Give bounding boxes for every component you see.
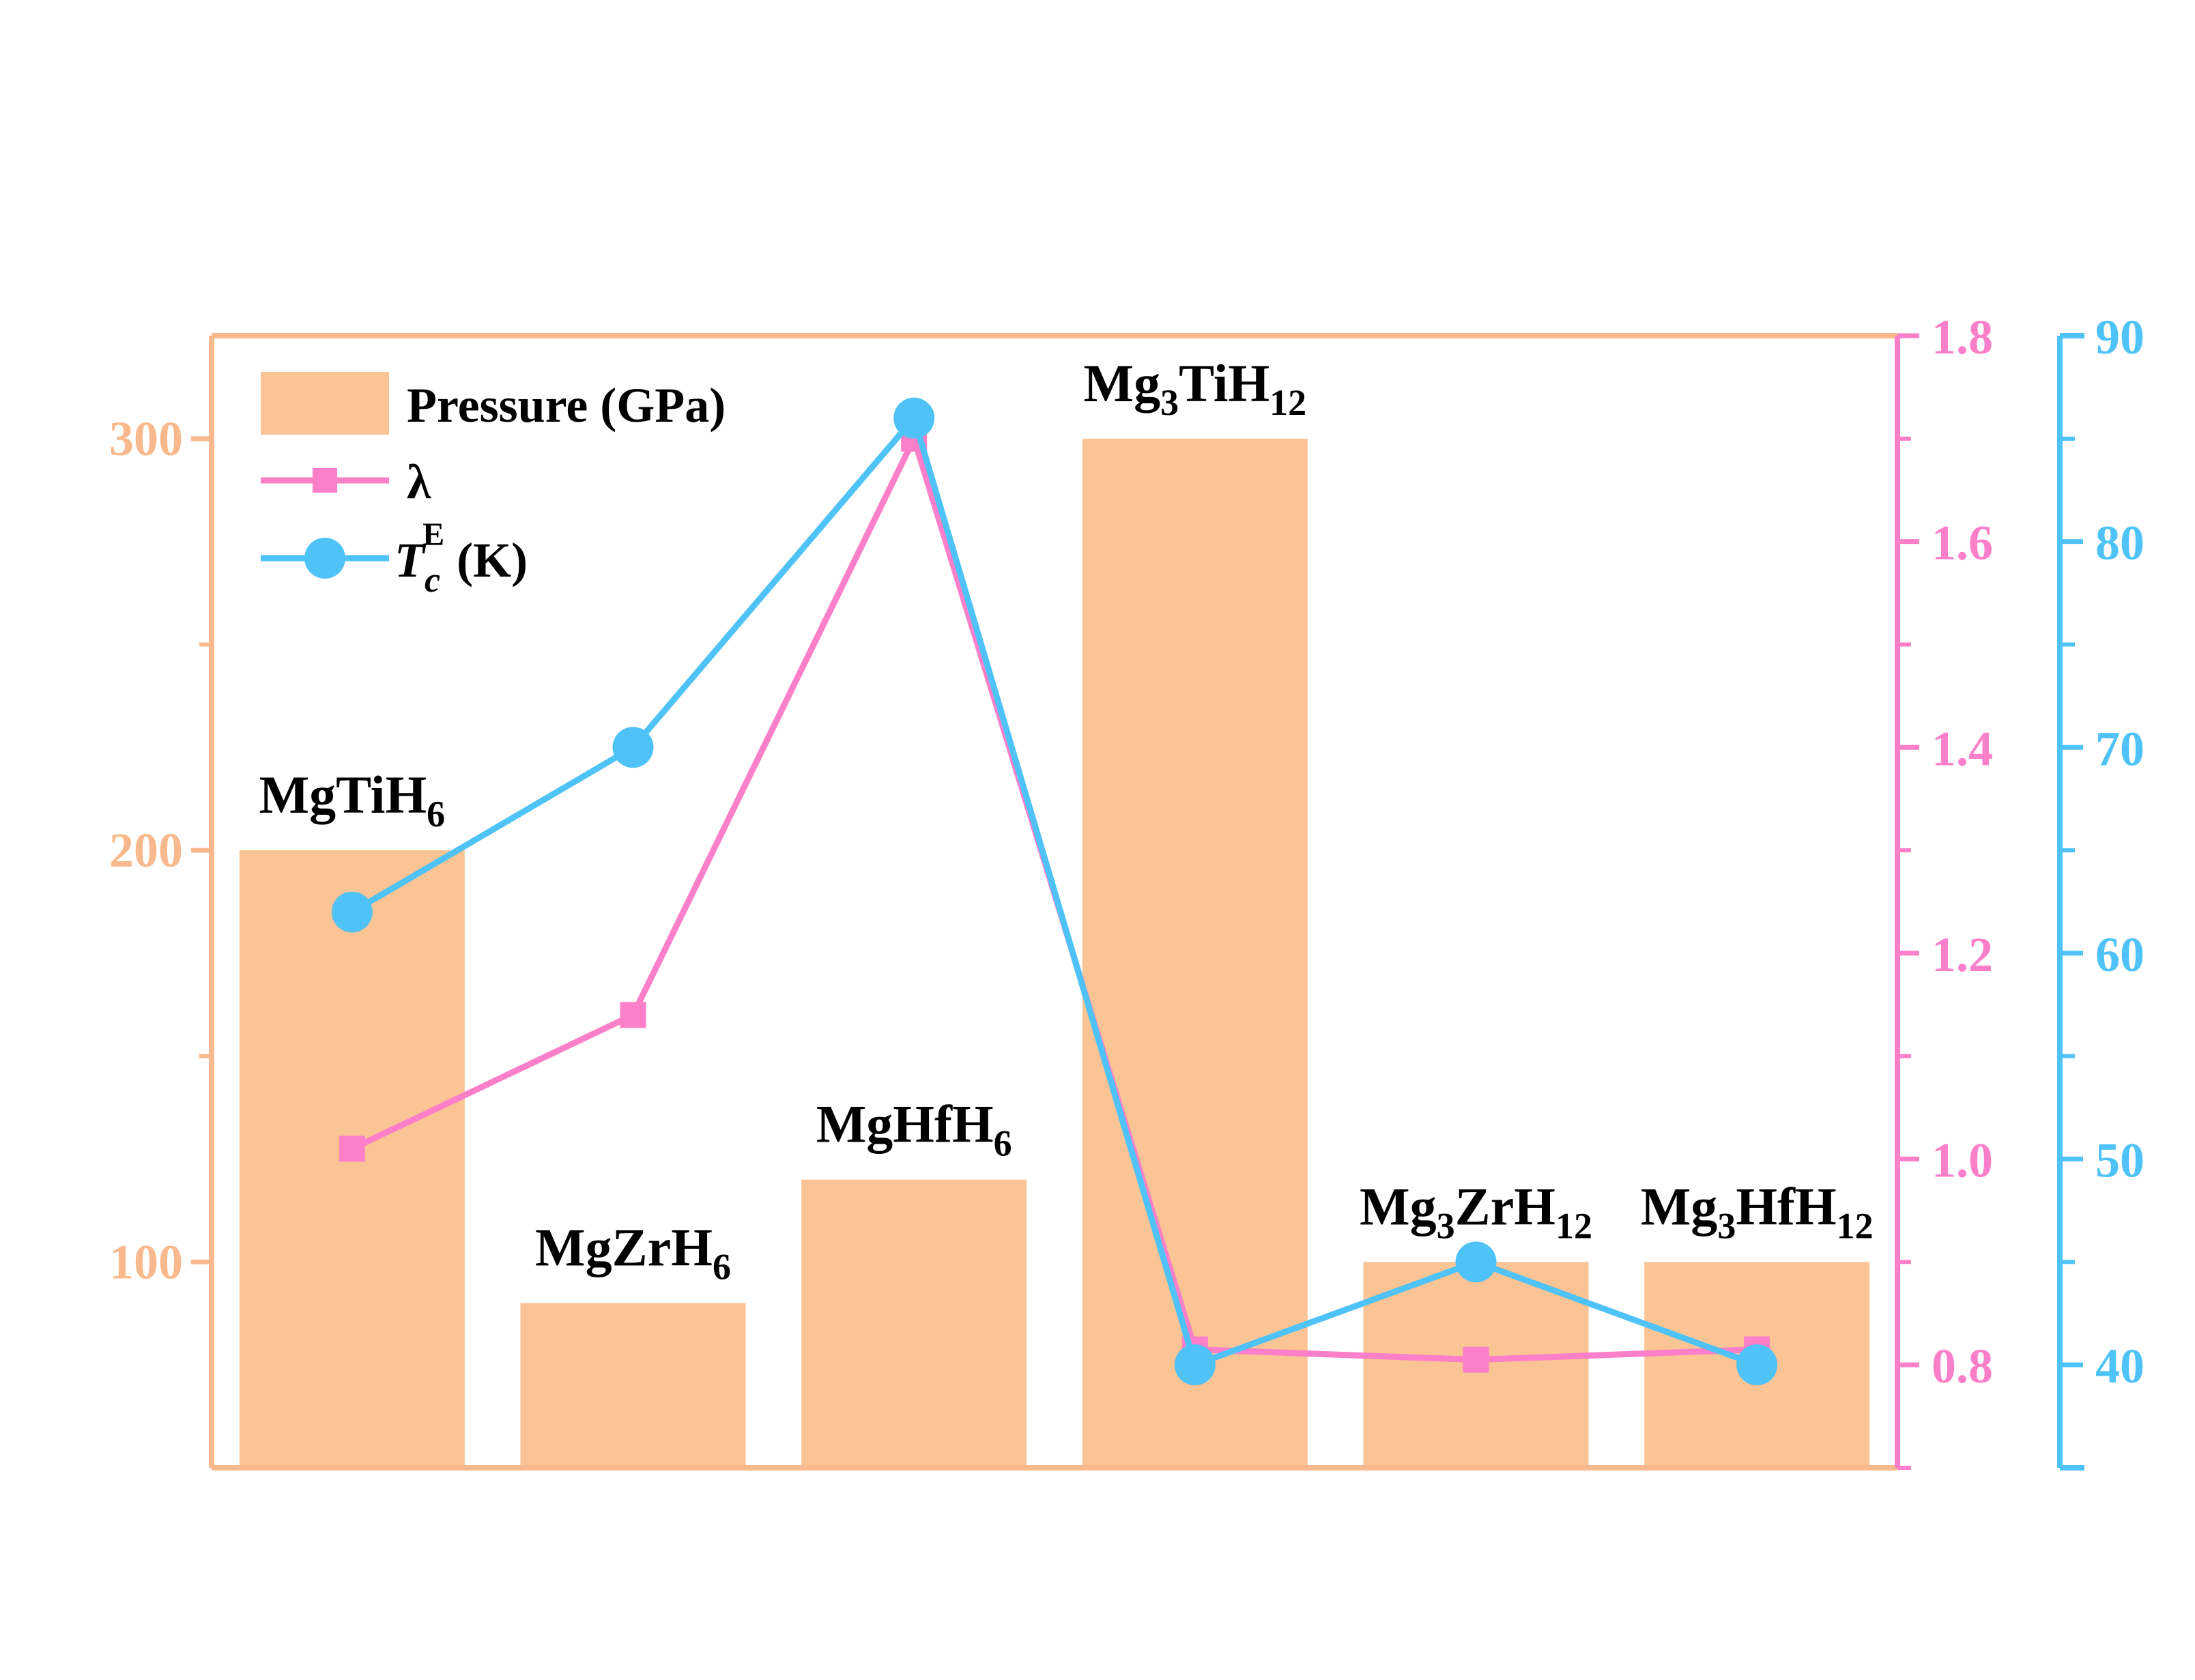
bar-label-subscript: 3 bbox=[1160, 382, 1179, 423]
plot-frame bbox=[212, 333, 1897, 1471]
tc-tick-label: 50 bbox=[2095, 1133, 2144, 1188]
bar-label-subscript: 12 bbox=[1837, 1205, 1874, 1246]
lambda-marker bbox=[620, 1002, 646, 1028]
bar-label: Mg3HfH12 bbox=[1641, 1176, 1874, 1246]
tc-marker bbox=[893, 397, 935, 439]
right-axis-lambda: 0.8 1.0 1.2 1.4 1.6 1.8 bbox=[1895, 310, 1993, 1470]
bar-label: MgTiH6 bbox=[259, 765, 446, 835]
tc-marker bbox=[331, 891, 373, 933]
bar-label-part: MgZrH bbox=[535, 1218, 713, 1277]
lambda-tick-label: 1.4 bbox=[1932, 721, 1993, 776]
lambda-tick-label: 0.8 bbox=[1932, 1339, 1993, 1393]
pressure-bar bbox=[801, 1179, 1027, 1468]
bar-label: Mg3TiH12 bbox=[1084, 353, 1307, 423]
bar-label-subscript: 12 bbox=[1555, 1205, 1592, 1246]
right-axis-tc: 40 50 60 70 80 90 bbox=[2057, 310, 2144, 1471]
tc-marker bbox=[1174, 1344, 1216, 1386]
legend-pressure-label: Pressure (GPa) bbox=[407, 378, 726, 433]
series-lines bbox=[331, 397, 1778, 1386]
bar-label-part: HfH bbox=[1736, 1176, 1836, 1236]
legend-tc-sub: c bbox=[425, 561, 440, 600]
pressure-bar bbox=[1082, 438, 1308, 1468]
left-tick-label: 300 bbox=[109, 411, 183, 466]
legend-lambda-label: λ bbox=[407, 454, 431, 509]
tc-marker bbox=[612, 727, 654, 768]
tc-marker bbox=[1736, 1344, 1778, 1386]
tc-line bbox=[350, 411, 1758, 1370]
legend: Pressure (GPa) λ TcE (K) bbox=[261, 372, 726, 600]
bar-label-subscript: 3 bbox=[1717, 1205, 1736, 1246]
bar-label-part: Mg bbox=[1084, 353, 1161, 413]
lambda-marker bbox=[1463, 1346, 1489, 1373]
legend-tc-label: TcE (K) bbox=[394, 517, 528, 600]
bar-label-subscript: 3 bbox=[1437, 1205, 1455, 1246]
bar-label-part: Mg bbox=[1641, 1176, 1718, 1236]
lambda-tick-label: 1.8 bbox=[1932, 310, 1993, 364]
bar-label-part: MgHfH bbox=[816, 1095, 994, 1154]
bar-label-part: ZrH bbox=[1455, 1176, 1555, 1236]
bar-label: Mg3ZrH12 bbox=[1360, 1176, 1592, 1246]
bar-label: MgHfH6 bbox=[816, 1095, 1012, 1164]
bar-label-subscript: 6 bbox=[713, 1247, 731, 1288]
tc-marker bbox=[1455, 1241, 1497, 1283]
left-tick-label: 200 bbox=[109, 823, 183, 878]
tc-tick-label: 60 bbox=[2095, 927, 2144, 982]
lambda-tick-label: 1.6 bbox=[1932, 516, 1993, 570]
bar-label-subscript: 6 bbox=[427, 794, 445, 835]
left-tick-label: 100 bbox=[109, 1234, 183, 1289]
tc-tick-label: 90 bbox=[2095, 310, 2144, 364]
bar-label-subscript: 12 bbox=[1269, 382, 1306, 423]
tc-tick-label: 40 bbox=[2095, 1339, 2144, 1393]
legend-tc-marker bbox=[304, 538, 345, 579]
bar-label-subscript: 6 bbox=[994, 1123, 1012, 1164]
legend-tc-sup: E bbox=[422, 517, 444, 553]
legend-tc-unit: (K) bbox=[444, 533, 528, 588]
tc-tick-label: 80 bbox=[2095, 516, 2144, 570]
lambda-marker bbox=[339, 1135, 365, 1162]
lambda-tick-label: 1.0 bbox=[1932, 1133, 1993, 1188]
legend-lambda-marker bbox=[313, 468, 337, 493]
left-axis-pressure: 100 200 300 bbox=[109, 336, 214, 1468]
tc-tick-label: 70 bbox=[2095, 721, 2144, 776]
bar-label-part: TiH bbox=[1179, 353, 1269, 413]
bar-label-part: Mg bbox=[1360, 1176, 1437, 1236]
bar-label-part: MgTiH bbox=[259, 765, 427, 824]
pressure-bar bbox=[520, 1303, 746, 1468]
legend-pressure-swatch bbox=[261, 372, 389, 435]
bar-label: MgZrH6 bbox=[535, 1218, 731, 1288]
legend-tc-symbol: T bbox=[394, 533, 427, 588]
lambda-tick-label: 1.2 bbox=[1932, 927, 1993, 982]
